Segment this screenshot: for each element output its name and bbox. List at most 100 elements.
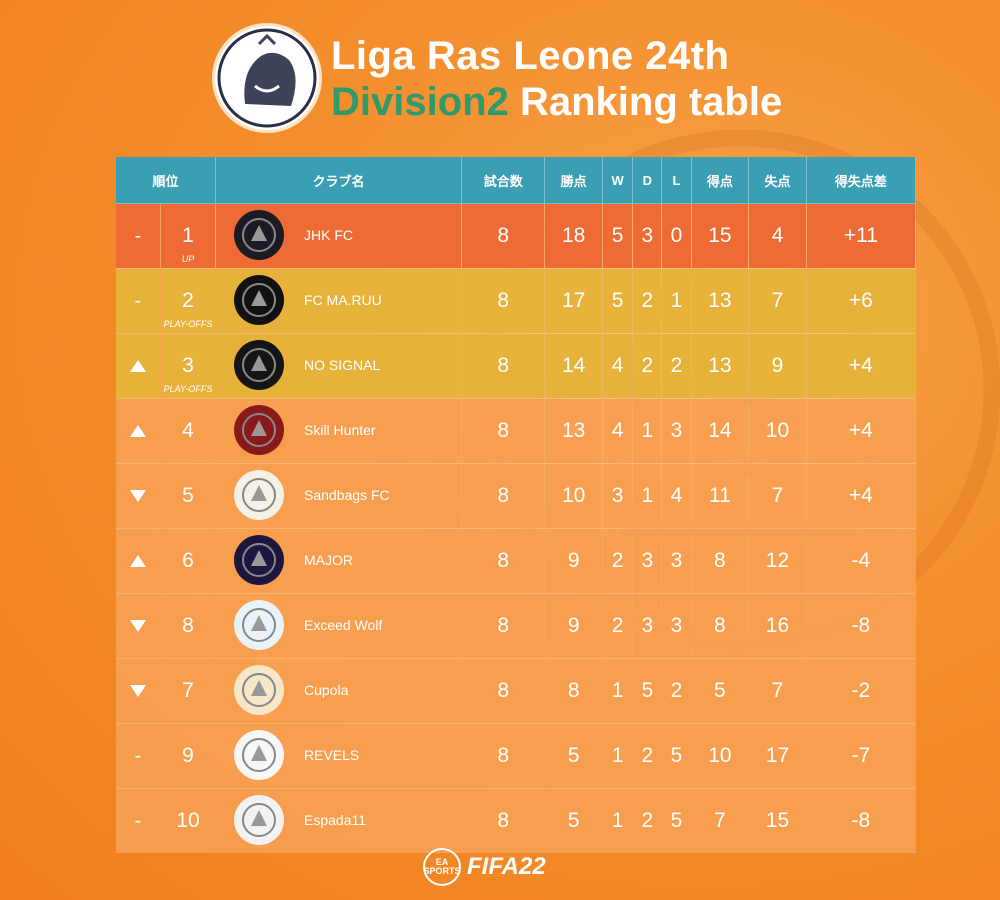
rank-unchanged-text: - xyxy=(134,744,142,767)
club-crest-icon xyxy=(234,405,284,455)
goals-against: 4 xyxy=(748,203,807,269)
table-row: 6 MAJOR 8 9 2 3 3 8 12 -4 xyxy=(116,528,917,594)
goal-difference: +4 xyxy=(806,463,917,529)
club-name: Skill Hunter xyxy=(304,422,376,438)
club-cell: REVELS xyxy=(215,723,462,789)
goals-against: 10 xyxy=(748,398,807,464)
rank-movement: - xyxy=(116,788,161,853)
losses: 2 xyxy=(661,333,692,399)
wins: 1 xyxy=(602,788,634,853)
draws: 3 xyxy=(632,593,663,659)
page-title-line1: Liga Ras Leone 24th xyxy=(331,34,730,78)
rank-number: 6 xyxy=(182,549,194,572)
club-crest-icon xyxy=(234,795,284,845)
matches-played: 8 xyxy=(461,398,546,464)
column-header-losses: L xyxy=(661,157,692,204)
goal-difference: -2 xyxy=(806,658,917,724)
points: 5 xyxy=(544,788,603,853)
table-row: 4 Skill Hunter 8 13 4 1 3 14 10 +4 xyxy=(116,398,917,464)
rank-movement xyxy=(116,333,161,399)
losses: 3 xyxy=(661,398,692,464)
club-cell: Cupola xyxy=(215,658,462,724)
league-logo xyxy=(215,26,319,130)
rank-number: 10 xyxy=(176,809,200,832)
table-row: - 1 UP JHK FC 8 18 5 3 0 15 4 +11 xyxy=(116,203,917,269)
goal-difference: -7 xyxy=(806,723,917,789)
matches-played: 8 xyxy=(461,658,546,724)
draws: 1 xyxy=(632,463,663,529)
rank-status-tag: UP xyxy=(181,254,195,264)
matches-played: 8 xyxy=(461,528,546,594)
goals-against: 12 xyxy=(748,528,807,594)
rank-number: 4 xyxy=(182,419,194,442)
ranking-table: 順位 クラブ名 試合数 勝点 W D L 得点 失点 得失点差 - 1 UP JHK … xyxy=(116,157,917,853)
draws: 2 xyxy=(632,788,663,853)
points: 13 xyxy=(544,398,603,464)
rank-movement xyxy=(116,593,161,659)
wins: 4 xyxy=(602,333,634,399)
club-name: Sandbags FC xyxy=(304,487,390,503)
rank-number: 2 xyxy=(182,289,194,312)
losses: 5 xyxy=(661,788,692,853)
rank-number: 7 xyxy=(182,679,194,702)
goals-for: 5 xyxy=(691,658,750,724)
losses: 3 xyxy=(661,528,692,594)
rank-movement xyxy=(116,528,161,594)
table-header-row: 順位 クラブ名 試合数 勝点 W D L 得点 失点 得失点差 xyxy=(116,157,917,204)
matches-played: 8 xyxy=(461,463,546,529)
draws: 5 xyxy=(632,658,663,724)
points: 17 xyxy=(544,268,603,334)
rank-movement: - xyxy=(116,203,161,269)
draws: 3 xyxy=(632,528,663,594)
wins: 4 xyxy=(602,398,634,464)
club-cell: Skill Hunter xyxy=(215,398,462,464)
goals-against: 17 xyxy=(748,723,807,789)
goal-difference: -8 xyxy=(806,788,917,853)
losses: 4 xyxy=(661,463,692,529)
goal-difference: +11 xyxy=(806,203,917,269)
club-crest-icon xyxy=(234,665,284,715)
goal-difference: +4 xyxy=(806,398,917,464)
wins: 2 xyxy=(602,528,634,594)
club-crest-icon xyxy=(234,470,284,520)
rank-up-icon xyxy=(130,424,146,437)
goals-against: 16 xyxy=(748,593,807,659)
draws: 3 xyxy=(632,203,663,269)
ranking-table-label: Ranking table xyxy=(508,80,783,124)
draws: 1 xyxy=(632,398,663,464)
column-header-matches: 試合数 xyxy=(461,157,546,204)
club-cell: Espada11 xyxy=(215,788,462,853)
column-header-points: 勝点 xyxy=(544,157,603,204)
club-cell: JHK FC xyxy=(215,203,462,269)
column-header-rank: 順位 xyxy=(116,157,216,204)
goals-for: 7 xyxy=(691,788,750,853)
rank-cell: 1 UP xyxy=(160,203,216,269)
matches-played: 8 xyxy=(461,723,546,789)
points: 18 xyxy=(544,203,603,269)
rank-cell: 2 PLAY-OFFS xyxy=(160,268,216,334)
ea-sports-logo: EA SPORTS xyxy=(423,848,461,886)
losses: 0 xyxy=(661,203,692,269)
rank-down-icon xyxy=(130,684,146,697)
points: 14 xyxy=(544,333,603,399)
points: 9 xyxy=(544,593,603,659)
club-name: NO SIGNAL xyxy=(304,357,381,373)
goals-against: 7 xyxy=(748,658,807,724)
goals-for: 13 xyxy=(691,333,750,399)
rank-movement: - xyxy=(116,268,161,334)
matches-played: 8 xyxy=(461,333,546,399)
club-crest-icon xyxy=(234,535,284,585)
fifa22-logo: FIFA22 xyxy=(467,853,546,880)
losses: 5 xyxy=(661,723,692,789)
table-row: 8 Exceed Wolf 8 9 2 3 3 8 16 -8 xyxy=(116,593,917,659)
losses: 3 xyxy=(661,593,692,659)
column-header-goal-difference: 得失点差 xyxy=(806,157,917,204)
rank-cell: 9 xyxy=(160,723,216,789)
draws: 2 xyxy=(632,723,663,789)
goal-difference: -8 xyxy=(806,593,917,659)
page-title-line2: Division2 Ranking table xyxy=(331,80,782,125)
rank-cell: 4 xyxy=(160,398,216,464)
goals-for: 11 xyxy=(691,463,750,529)
club-cell: Sandbags FC xyxy=(215,463,462,529)
points: 9 xyxy=(544,528,603,594)
